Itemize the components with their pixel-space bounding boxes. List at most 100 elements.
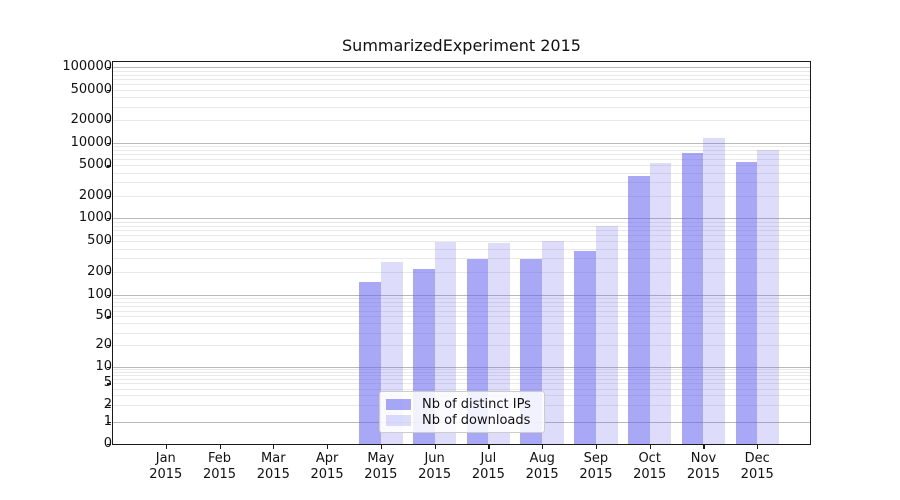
x-axis-tick-label: May 2015: [364, 451, 398, 482]
gridline-minor: [112, 182, 811, 184]
bar-distinct-ips-Nov-2015: [681, 153, 704, 445]
y-axis-tick: [107, 444, 111, 446]
x-axis-tick-label: Apr 2015: [310, 451, 344, 482]
gridline-major: [112, 142, 811, 144]
gridline-minor: [112, 165, 811, 167]
y-axis-tick-label: 20000: [70, 112, 112, 127]
legend-swatch-distinct-ips: [386, 398, 411, 410]
gridline-minor: [112, 241, 811, 243]
gridline-minor: [112, 383, 811, 385]
gridline-minor: [112, 172, 811, 174]
gridline-minor: [112, 310, 811, 312]
gridline-minor: [112, 305, 811, 307]
y-axis-tick-label: 100: [87, 286, 112, 302]
gridline-minor: [112, 375, 811, 377]
gridline-minor: [112, 372, 811, 374]
y-axis-tick: [107, 195, 111, 197]
y-axis-tick-label: 2: [103, 397, 112, 413]
bar-downloads-Sep-2015: [595, 226, 618, 445]
legend-item-downloads: Nb of downloads: [386, 412, 536, 428]
y-axis-tick: [107, 89, 111, 92]
x-axis-tick-label: Oct 2015: [633, 451, 667, 482]
y-axis-tick-label: 100000: [62, 59, 112, 75]
gridline-minor: [112, 70, 811, 72]
gridline-minor: [112, 258, 811, 260]
y-axis-tick-label: 10: [95, 359, 112, 374]
y-axis-tick-label: 500: [87, 233, 112, 249]
y-axis-tick-label: 20: [95, 337, 112, 353]
x-axis-tick-label: Jan 2015: [149, 451, 183, 482]
x-axis-tick: [703, 445, 705, 449]
y-axis-tick-label: 50000: [70, 81, 112, 97]
bar-distinct-ips-Sep-2015: [574, 250, 596, 445]
x-axis-tick-label: Sep 2015: [579, 451, 613, 482]
bar-downloads-Oct-2015: [649, 162, 672, 445]
y-axis-tick: [107, 405, 111, 407]
gridline-minor: [112, 106, 811, 108]
x-axis-tick: [595, 445, 598, 449]
gridline-major: [112, 218, 811, 220]
x-axis-tick: [219, 445, 221, 449]
y-axis-tick: [107, 67, 111, 69]
y-axis-tick: [107, 345, 111, 347]
gridline-minor: [112, 316, 811, 318]
x-axis-tick: [542, 445, 544, 449]
y-axis-tick: [107, 165, 111, 167]
x-axis-tick: [434, 445, 436, 449]
x-axis-tick-label: Mar 2015: [256, 451, 290, 482]
legend-item-distinct-ips: Nb of distinct IPs: [386, 396, 536, 412]
x-axis-tick: [327, 445, 329, 449]
gridline-minor: [112, 78, 811, 80]
y-axis-tick: [107, 271, 111, 273]
bar-distinct-ips-Dec-2015: [735, 161, 758, 445]
gridline-minor: [112, 332, 811, 334]
bar-downloads-Aug-2015: [542, 241, 564, 445]
y-axis-tick: [107, 367, 111, 369]
x-axis-tick: [757, 445, 759, 449]
y-axis-tick-label: 5000: [78, 157, 112, 173]
gridline-minor: [112, 235, 811, 237]
legend-swatch-downloads: [386, 414, 411, 426]
x-axis-tick-label: Feb 2015: [202, 451, 237, 482]
gridline-minor: [112, 154, 811, 156]
y-axis-tick-label: 1000: [78, 210, 112, 226]
gridline-minor: [112, 221, 811, 223]
x-axis-tick-label: Aug 2015: [525, 451, 559, 482]
gridline-minor: [112, 84, 811, 86]
y-axis-tick-label: 1: [103, 413, 112, 429]
x-axis-tick-label: Nov 2015: [686, 451, 720, 482]
gridline-minor: [112, 159, 811, 161]
y-axis-tick-label: 5: [103, 375, 112, 391]
gridline-minor: [112, 379, 811, 381]
legend-label: Nb of distinct IPs: [422, 396, 531, 412]
gridline-minor: [112, 271, 811, 273]
gridline-minor: [112, 74, 811, 76]
gridline-minor: [112, 388, 811, 390]
gridline-minor: [112, 146, 811, 148]
x-axis-tick-label: Dec 2015: [740, 451, 774, 482]
x-axis-tick: [165, 445, 167, 449]
x-axis-tick: [380, 445, 383, 449]
legend: Nb of distinct IPs Nb of downloads: [379, 391, 545, 433]
bar-distinct-ips-Oct-2015: [627, 176, 650, 445]
y-axis-tick: [107, 241, 111, 243]
x-axis-tick: [273, 445, 275, 449]
y-axis-tick: [107, 421, 111, 423]
bar-distinct-ips-May-2015: [359, 281, 381, 445]
y-axis-tick: [107, 383, 111, 385]
gridline-minor: [112, 369, 811, 371]
x-axis-tick: [488, 445, 490, 449]
legend-label: Nb of downloads: [422, 412, 531, 428]
gridline-minor: [112, 120, 811, 121]
bar-downloads-Nov-2015: [703, 138, 726, 445]
gridline-minor: [112, 225, 811, 227]
gridline-minor: [112, 301, 811, 303]
x-axis-tick-label: Jul 2015: [471, 451, 505, 482]
y-axis-tick: [107, 218, 111, 220]
gridline-major: [112, 367, 811, 368]
y-axis-tick: [107, 120, 111, 122]
y-axis-tick-label: 10000: [70, 134, 112, 150]
bar-downloads-Dec-2015: [757, 150, 779, 445]
x-axis-tick: [649, 445, 651, 449]
y-axis-tick: [107, 142, 111, 144]
